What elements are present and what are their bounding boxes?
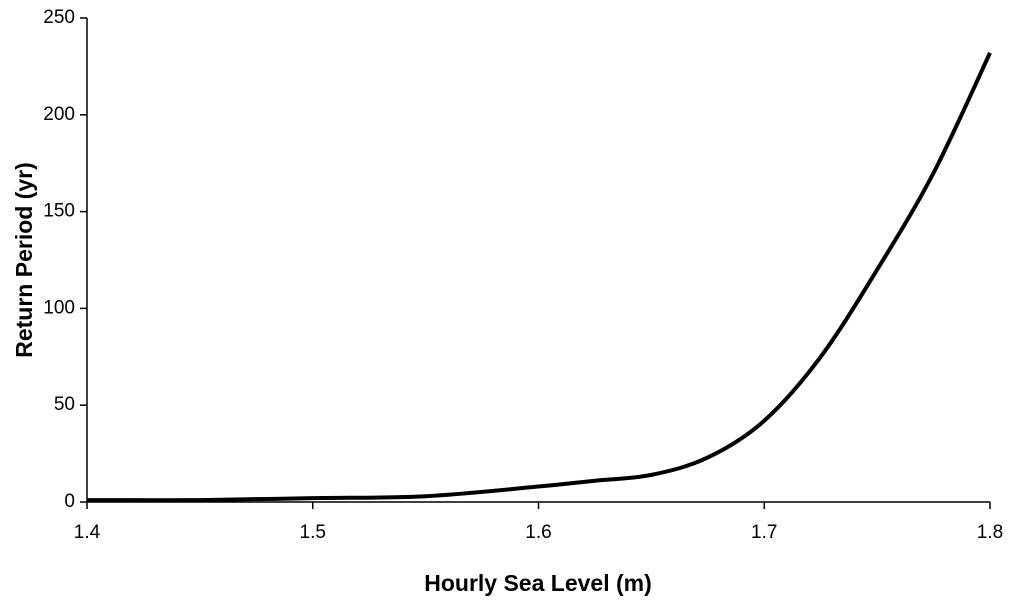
y-tick-label: 200 <box>43 104 75 125</box>
data-line <box>86 51 992 503</box>
y-tick-label: 150 <box>43 201 75 222</box>
x-tick-label: 1.8 <box>977 522 1003 543</box>
y-tick-label: 0 <box>64 491 75 512</box>
x-tick-label: 1.4 <box>74 522 101 543</box>
x-tick-label: 1.7 <box>751 522 777 543</box>
y-tick-label: 250 <box>43 7 75 28</box>
x-tick-label: 1.5 <box>300 522 326 543</box>
y-axis-title: Return Period (yr) <box>11 162 37 358</box>
y-tick-label: 50 <box>54 394 75 415</box>
x-tick-label: 1.6 <box>525 522 551 543</box>
y-tick-label: 100 <box>43 297 75 318</box>
x-axis-title: Hourly Sea Level (m) <box>424 570 652 596</box>
